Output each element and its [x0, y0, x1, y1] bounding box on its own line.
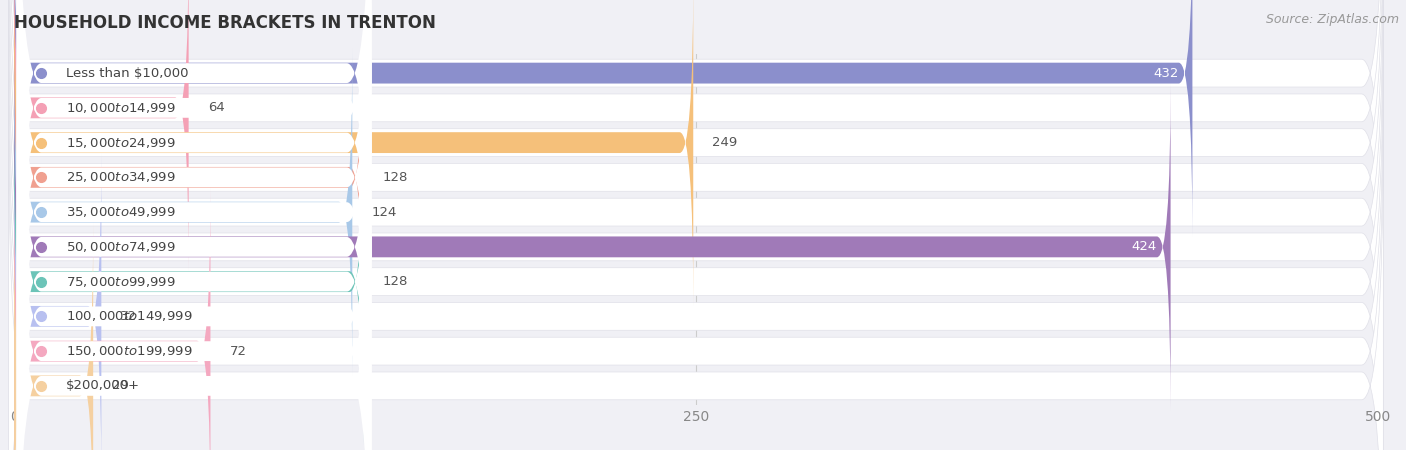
- Text: Less than $10,000: Less than $10,000: [66, 67, 188, 80]
- Text: 29: 29: [112, 379, 129, 392]
- Text: $200,000+: $200,000+: [66, 379, 139, 392]
- FancyBboxPatch shape: [14, 188, 211, 450]
- FancyBboxPatch shape: [17, 0, 371, 411]
- Text: 128: 128: [382, 275, 408, 288]
- FancyBboxPatch shape: [8, 0, 1384, 372]
- FancyBboxPatch shape: [8, 0, 1384, 441]
- FancyBboxPatch shape: [14, 153, 101, 450]
- FancyBboxPatch shape: [17, 0, 371, 450]
- Text: $100,000 to $149,999: $100,000 to $149,999: [66, 310, 193, 324]
- FancyBboxPatch shape: [8, 87, 1384, 450]
- FancyBboxPatch shape: [17, 14, 371, 450]
- FancyBboxPatch shape: [17, 0, 371, 450]
- Text: $10,000 to $14,999: $10,000 to $14,999: [66, 101, 176, 115]
- Text: $75,000 to $99,999: $75,000 to $99,999: [66, 274, 176, 288]
- FancyBboxPatch shape: [8, 0, 1384, 450]
- FancyBboxPatch shape: [17, 83, 371, 450]
- FancyBboxPatch shape: [14, 118, 363, 445]
- Text: 128: 128: [382, 171, 408, 184]
- Text: 249: 249: [713, 136, 738, 149]
- Text: 432: 432: [1153, 67, 1178, 80]
- Text: $150,000 to $199,999: $150,000 to $199,999: [66, 344, 193, 358]
- FancyBboxPatch shape: [17, 0, 371, 376]
- FancyBboxPatch shape: [8, 52, 1384, 450]
- Text: Source: ZipAtlas.com: Source: ZipAtlas.com: [1265, 14, 1399, 27]
- FancyBboxPatch shape: [14, 49, 353, 375]
- Text: $15,000 to $24,999: $15,000 to $24,999: [66, 135, 176, 149]
- FancyBboxPatch shape: [8, 122, 1384, 450]
- FancyBboxPatch shape: [14, 14, 363, 341]
- FancyBboxPatch shape: [14, 0, 188, 271]
- FancyBboxPatch shape: [17, 0, 371, 450]
- Text: 72: 72: [229, 345, 246, 358]
- FancyBboxPatch shape: [17, 0, 371, 450]
- Text: $50,000 to $74,999: $50,000 to $74,999: [66, 240, 176, 254]
- Text: $35,000 to $49,999: $35,000 to $49,999: [66, 205, 176, 219]
- FancyBboxPatch shape: [8, 18, 1384, 450]
- FancyBboxPatch shape: [14, 223, 93, 450]
- FancyBboxPatch shape: [17, 0, 371, 446]
- FancyBboxPatch shape: [8, 0, 1384, 337]
- Text: $25,000 to $34,999: $25,000 to $34,999: [66, 171, 176, 184]
- FancyBboxPatch shape: [14, 0, 1192, 236]
- Text: 32: 32: [121, 310, 138, 323]
- FancyBboxPatch shape: [14, 0, 693, 306]
- FancyBboxPatch shape: [17, 48, 371, 450]
- Text: 64: 64: [208, 101, 225, 114]
- Text: HOUSEHOLD INCOME BRACKETS IN TRENTON: HOUSEHOLD INCOME BRACKETS IN TRENTON: [14, 14, 436, 32]
- FancyBboxPatch shape: [8, 0, 1384, 407]
- Text: 424: 424: [1132, 240, 1157, 253]
- FancyBboxPatch shape: [14, 84, 1171, 410]
- Text: 124: 124: [371, 206, 396, 219]
- FancyBboxPatch shape: [8, 0, 1384, 450]
